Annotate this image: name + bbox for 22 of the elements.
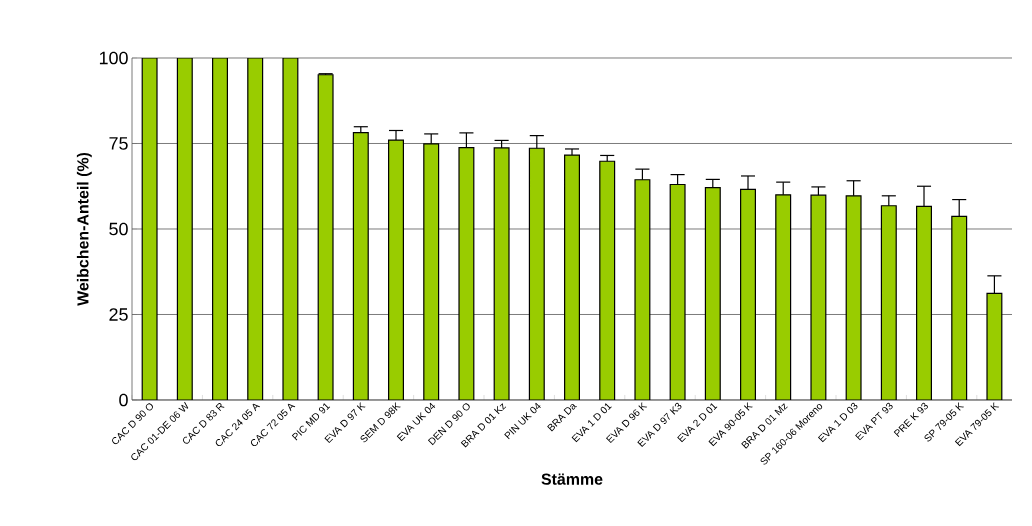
bar — [528, 147, 545, 400]
y-tick-label: 50 — [109, 222, 128, 236]
y-tick-label: 75 — [109, 137, 128, 150]
y-tick-label: 0 — [119, 393, 128, 407]
x-axis-title: Stämme — [541, 473, 603, 485]
bar — [704, 187, 721, 400]
bar — [352, 131, 369, 400]
bar — [916, 205, 932, 400]
y-axis-title: Weibchen-Anteil (%) — [76, 152, 92, 306]
bar — [599, 160, 616, 400]
bar — [880, 205, 897, 400]
y-tick-label: 25 — [109, 308, 128, 321]
y-tick-label: 100 — [99, 51, 128, 65]
bar — [212, 57, 228, 400]
bar — [247, 57, 264, 400]
bar — [564, 154, 580, 400]
bar — [775, 194, 792, 400]
bar — [176, 57, 193, 400]
bar — [388, 139, 404, 400]
bar — [423, 143, 440, 400]
bar — [740, 188, 756, 400]
bar — [951, 215, 968, 400]
